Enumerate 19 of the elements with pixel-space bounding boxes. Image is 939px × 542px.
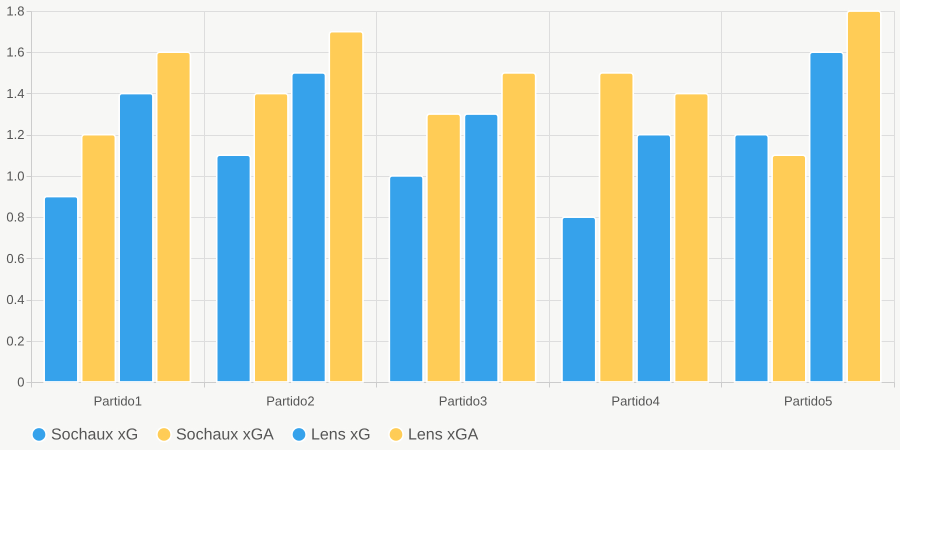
y-tick-label: 1.0 [6, 168, 24, 184]
x-tick-label: Partido2 [266, 394, 315, 408]
y-tick-label: 0.4 [6, 292, 24, 308]
y-tick-label: 1.4 [6, 86, 24, 101]
x-tick-label: Partido1 [94, 394, 142, 408]
x-tick-label: Partido5 [784, 394, 832, 408]
y-tick-label: 1.8 [6, 4, 24, 18]
y-tick-label: 0 [17, 374, 24, 390]
x-tick-label: Partido4 [611, 394, 660, 408]
y-tick-label: 0.2 [6, 333, 24, 348]
y-tick-label: 0.6 [6, 250, 24, 266]
y-tick-label: 1.2 [6, 127, 24, 142]
y-tick-label: 0.8 [6, 210, 24, 225]
legend-label: Lens xG [311, 426, 371, 444]
legend-label: Lens xGA [408, 426, 479, 444]
legend-label: Sochaux xG [51, 426, 138, 444]
x-tick-label: Partido3 [438, 394, 488, 408]
legend-label: Sochaux xGA [176, 426, 274, 444]
y-tick-label: 1.6 [6, 44, 24, 60]
